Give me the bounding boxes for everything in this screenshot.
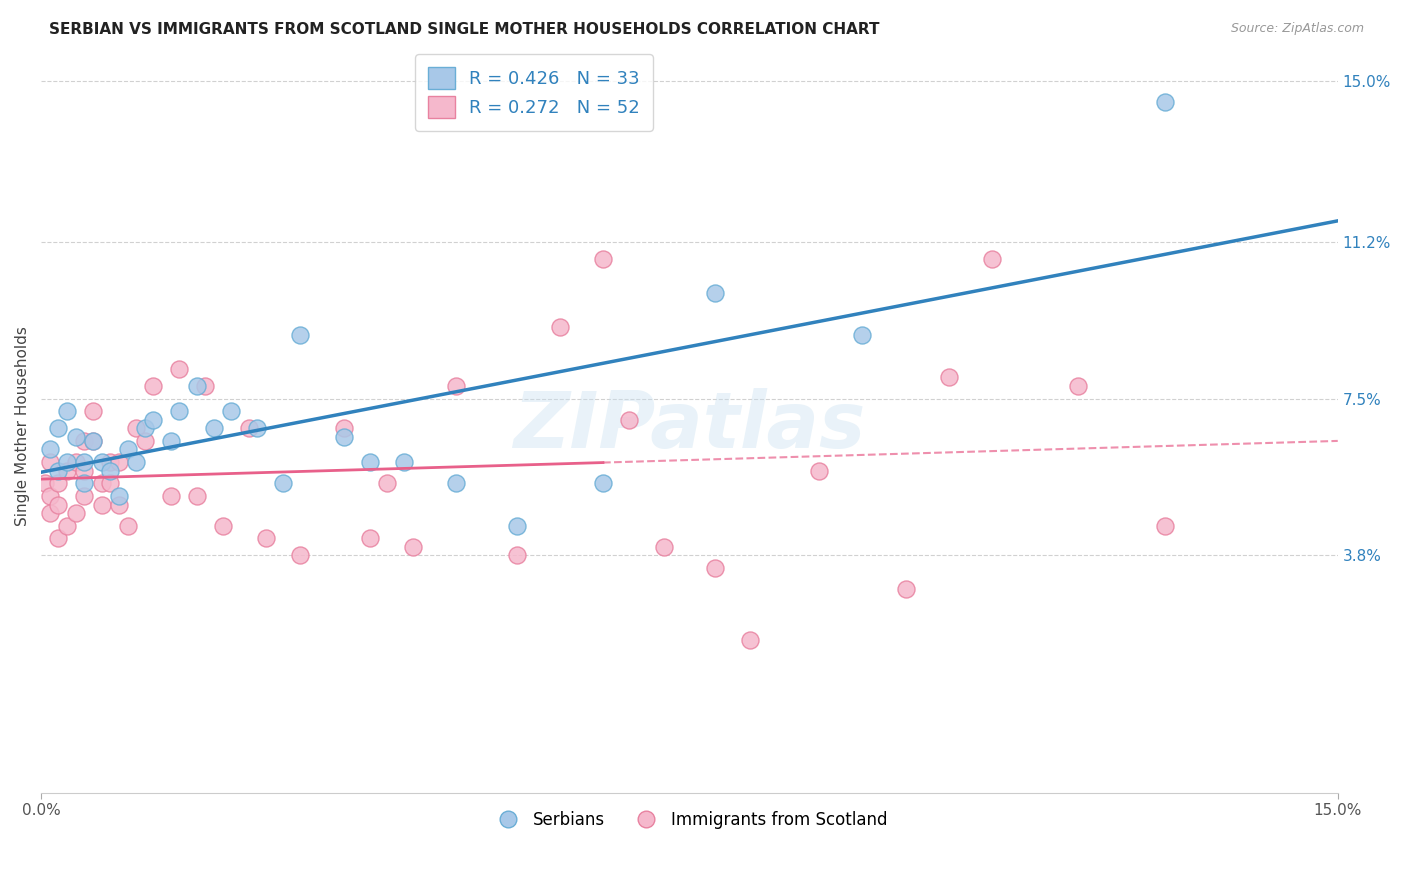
Point	[617, 413, 640, 427]
Point	[90, 476, 112, 491]
Point	[82, 404, 104, 418]
Point	[186, 379, 208, 393]
Point	[290, 549, 312, 563]
Point	[271, 476, 294, 491]
Point	[48, 476, 70, 491]
Point	[548, 319, 571, 334]
Point	[938, 370, 960, 384]
Point	[108, 455, 131, 469]
Point	[73, 464, 96, 478]
Point	[332, 421, 354, 435]
Point	[159, 489, 181, 503]
Point	[142, 413, 165, 427]
Point	[73, 476, 96, 491]
Point	[1154, 95, 1177, 109]
Point	[194, 379, 217, 393]
Point	[65, 430, 87, 444]
Point	[592, 476, 614, 491]
Y-axis label: Single Mother Households: Single Mother Households	[15, 326, 30, 526]
Point	[108, 489, 131, 503]
Point	[505, 549, 527, 563]
Point	[290, 328, 312, 343]
Point	[48, 532, 70, 546]
Point	[505, 518, 527, 533]
Point	[169, 362, 191, 376]
Point	[48, 464, 70, 478]
Point	[56, 464, 79, 478]
Point	[704, 561, 727, 575]
Point	[82, 434, 104, 448]
Point	[402, 540, 425, 554]
Point	[375, 476, 398, 491]
Point	[90, 455, 112, 469]
Point	[98, 476, 121, 491]
Point	[238, 421, 260, 435]
Point	[444, 379, 467, 393]
Point	[117, 518, 139, 533]
Point	[332, 430, 354, 444]
Point	[808, 464, 831, 478]
Point	[159, 434, 181, 448]
Point	[211, 518, 233, 533]
Point	[1067, 379, 1090, 393]
Point	[219, 404, 242, 418]
Point	[981, 252, 1004, 266]
Text: SERBIAN VS IMMIGRANTS FROM SCOTLAND SINGLE MOTHER HOUSEHOLDS CORRELATION CHART: SERBIAN VS IMMIGRANTS FROM SCOTLAND SING…	[49, 22, 880, 37]
Point	[90, 498, 112, 512]
Text: Source: ZipAtlas.com: Source: ZipAtlas.com	[1230, 22, 1364, 36]
Point	[73, 489, 96, 503]
Point	[894, 582, 917, 597]
Point	[56, 518, 79, 533]
Point	[359, 455, 381, 469]
Point	[169, 404, 191, 418]
Point	[592, 252, 614, 266]
Point	[65, 506, 87, 520]
Point	[142, 379, 165, 393]
Point	[125, 421, 148, 435]
Point	[117, 442, 139, 457]
Point	[98, 455, 121, 469]
Point	[254, 532, 277, 546]
Point	[38, 442, 60, 457]
Point	[82, 434, 104, 448]
Point	[56, 404, 79, 418]
Point	[652, 540, 675, 554]
Point	[73, 434, 96, 448]
Point	[48, 421, 70, 435]
Point	[108, 498, 131, 512]
Point	[125, 455, 148, 469]
Point	[34, 476, 56, 491]
Point	[48, 498, 70, 512]
Point	[444, 476, 467, 491]
Point	[38, 489, 60, 503]
Point	[202, 421, 225, 435]
Point	[851, 328, 873, 343]
Point	[134, 421, 156, 435]
Point	[65, 455, 87, 469]
Point	[38, 506, 60, 520]
Point	[134, 434, 156, 448]
Point	[38, 455, 60, 469]
Point	[704, 285, 727, 300]
Point	[246, 421, 269, 435]
Point	[738, 633, 761, 648]
Point	[1154, 518, 1177, 533]
Text: ZIPatlas: ZIPatlas	[513, 388, 866, 464]
Point	[98, 464, 121, 478]
Point	[186, 489, 208, 503]
Point	[56, 455, 79, 469]
Legend: Serbians, Immigrants from Scotland: Serbians, Immigrants from Scotland	[484, 805, 894, 836]
Point	[73, 455, 96, 469]
Point	[392, 455, 415, 469]
Point	[359, 532, 381, 546]
